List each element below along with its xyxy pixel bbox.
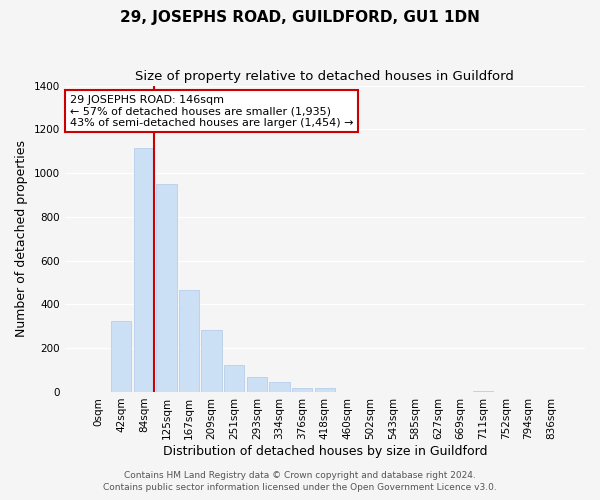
Bar: [179, 290, 199, 392]
Bar: [156, 184, 176, 392]
Bar: [134, 148, 154, 392]
Bar: [247, 376, 267, 392]
Bar: [269, 382, 290, 392]
Bar: [473, 391, 493, 392]
Y-axis label: Number of detached properties: Number of detached properties: [15, 140, 28, 338]
Bar: [202, 330, 222, 392]
Text: 29 JOSEPHS ROAD: 146sqm
← 57% of detached houses are smaller (1,935)
43% of semi: 29 JOSEPHS ROAD: 146sqm ← 57% of detache…: [70, 94, 353, 128]
X-axis label: Distribution of detached houses by size in Guildford: Distribution of detached houses by size …: [163, 444, 487, 458]
Bar: [111, 321, 131, 392]
Bar: [314, 388, 335, 392]
Bar: [224, 364, 244, 392]
Text: 29, JOSEPHS ROAD, GUILDFORD, GU1 1DN: 29, JOSEPHS ROAD, GUILDFORD, GU1 1DN: [120, 10, 480, 25]
Bar: [292, 388, 313, 392]
Text: Contains HM Land Registry data © Crown copyright and database right 2024.
Contai: Contains HM Land Registry data © Crown c…: [103, 471, 497, 492]
Title: Size of property relative to detached houses in Guildford: Size of property relative to detached ho…: [136, 70, 514, 83]
